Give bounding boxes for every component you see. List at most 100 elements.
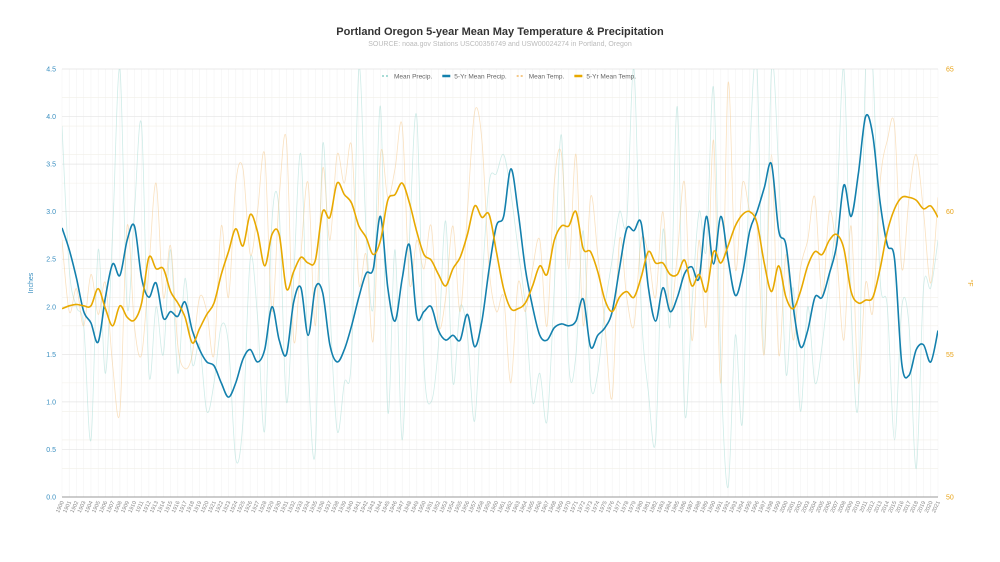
y-tick-label-right: 55 [946,352,954,359]
x-tick-label: 1991 [714,500,725,514]
x-tick-label: 1985 [671,500,682,514]
chart-subtitle: SOURCE: noaa.gov Stations USC00356749 an… [368,41,632,48]
y-tick-label-left: 4.0 [46,114,56,121]
x-tick-label: 1996 [750,500,761,514]
x-tick-label: 1945 [381,500,392,514]
x-tick-label: 1940 [345,500,356,514]
x-tick-label: 1947 [395,500,406,514]
x-tick-label: 1923 [222,500,233,514]
y-tick-label-left: 2.5 [46,257,56,264]
y-tick-label-left: 1.5 [46,352,56,359]
x-tick-label: 1959 [482,500,493,514]
x-tick-label: 2012 [866,500,877,514]
x-tick-label: 1935 [309,500,320,514]
y-tick-label-left: 2.0 [46,304,56,311]
x-tick-label: 1958 [475,500,486,514]
x-tick-label: 1984 [663,500,674,514]
x-tick-label: 2021 [931,500,942,514]
x-tick-label: 1951 [424,500,435,514]
x-tick-label: 2007 [830,500,841,514]
legend-item[interactable]: Mean Precip. [394,74,432,81]
x-tick-label: 2015 [888,500,899,514]
x-tick-label: 2016 [895,500,906,514]
x-tick-label: 1972 [576,500,587,514]
x-tick-label: 2014 [881,500,892,514]
x-tick-label: 1969 [555,500,566,514]
x-tick-label: 1978 [620,500,631,514]
x-tick-label: 1932 [287,500,298,514]
x-tick-label: 1965 [526,500,537,514]
x-tick-label: 1914 [157,500,168,514]
x-tick-label: 1922 [214,500,225,514]
x-tick-label: 2006 [823,500,834,514]
x-tick-label: 1974 [591,500,602,514]
x-tick-label: 1963 [511,500,522,514]
x-tick-label: 1994 [736,500,747,514]
series-line-mean-temp [62,81,938,419]
x-tick-label: 1971 [569,500,580,514]
x-tick-label: 1910 [128,500,139,514]
x-tick-label: 1982 [649,500,660,514]
x-tick-label: 2005 [815,500,826,514]
x-tick-label: 1997 [757,500,768,514]
x-tick-label: 1908 [113,500,124,514]
x-tick-label: 1990 [707,500,718,514]
x-tick-label: 1919 [193,500,204,514]
x-tick-label: 1989 [700,500,711,514]
x-tick-label: 1933 [294,500,305,514]
x-tick-label: 1998 [765,500,776,514]
x-tick-label: 1950 [417,500,428,514]
x-tick-label: 1938 [330,500,341,514]
series-line-five-yr-precip [62,114,938,398]
x-tick-label: 1912 [142,500,153,514]
x-tick-label: 1949 [410,500,421,514]
x-tick-label: 1900 [55,500,66,514]
legend-item[interactable]: Mean Temp. [529,74,565,81]
x-tick-label: 1967 [540,500,551,514]
x-tick-label: 1907 [106,500,117,514]
x-tick-label: 1957 [468,500,479,514]
x-tick-label: 1946 [388,500,399,514]
x-tick-label: 1915 [164,500,175,514]
x-tick-label: 1977 [613,500,624,514]
x-tick-label: 2009 [844,500,855,514]
x-tick-label: 1995 [743,500,754,514]
x-tick-label: 1970 [562,500,573,514]
legend-item[interactable]: 5-Yr Mean Precip. [454,74,507,81]
x-tick-label: 1905 [91,500,102,514]
legend-item[interactable]: 5-Yr Mean Temp. [586,74,636,81]
series-line-mean-precip [62,69,938,488]
y-tick-label-left: 1.0 [46,399,56,406]
x-tick-label: 1975 [598,500,609,514]
x-tick-label: 1920 [200,500,211,514]
y-tick-label-left: 3.5 [46,162,56,169]
x-tick-label: 1948 [403,500,414,514]
x-tick-label: 1906 [99,500,110,514]
y-axis-label-right: °F [966,279,974,286]
x-tick-label: 1960 [490,500,501,514]
x-tick-label: 1930 [272,500,283,514]
x-tick-label: 1916 [171,500,182,514]
x-tick-label: 1917 [178,500,189,514]
x-tick-label: 2020 [924,500,935,514]
x-tick-label: 1980 [634,500,645,514]
x-tick-label: 1962 [504,500,515,514]
x-tick-label: 1987 [685,500,696,514]
x-tick-label: 1954 [446,500,457,514]
x-tick-label: 1936 [316,500,327,514]
x-tick-label: 1901 [62,500,73,514]
y-tick-label-right: 65 [946,67,954,74]
series-line-five-yr-temp [62,181,938,344]
x-tick-label: 1986 [678,500,689,514]
x-tick-label: 1903 [77,500,88,514]
x-tick-label: 1931 [280,500,291,514]
x-tick-label: 1988 [692,500,703,514]
x-tick-label: 2010 [852,500,863,514]
x-tick-label: 1956 [461,500,472,514]
x-tick-label: 1993 [728,500,739,514]
x-tick-label: 2008 [837,500,848,514]
x-tick-label: 1942 [359,500,370,514]
x-tick-label: 1955 [453,500,464,514]
x-tick-label: 1929 [265,500,276,514]
x-tick-label: 1928 [258,500,269,514]
